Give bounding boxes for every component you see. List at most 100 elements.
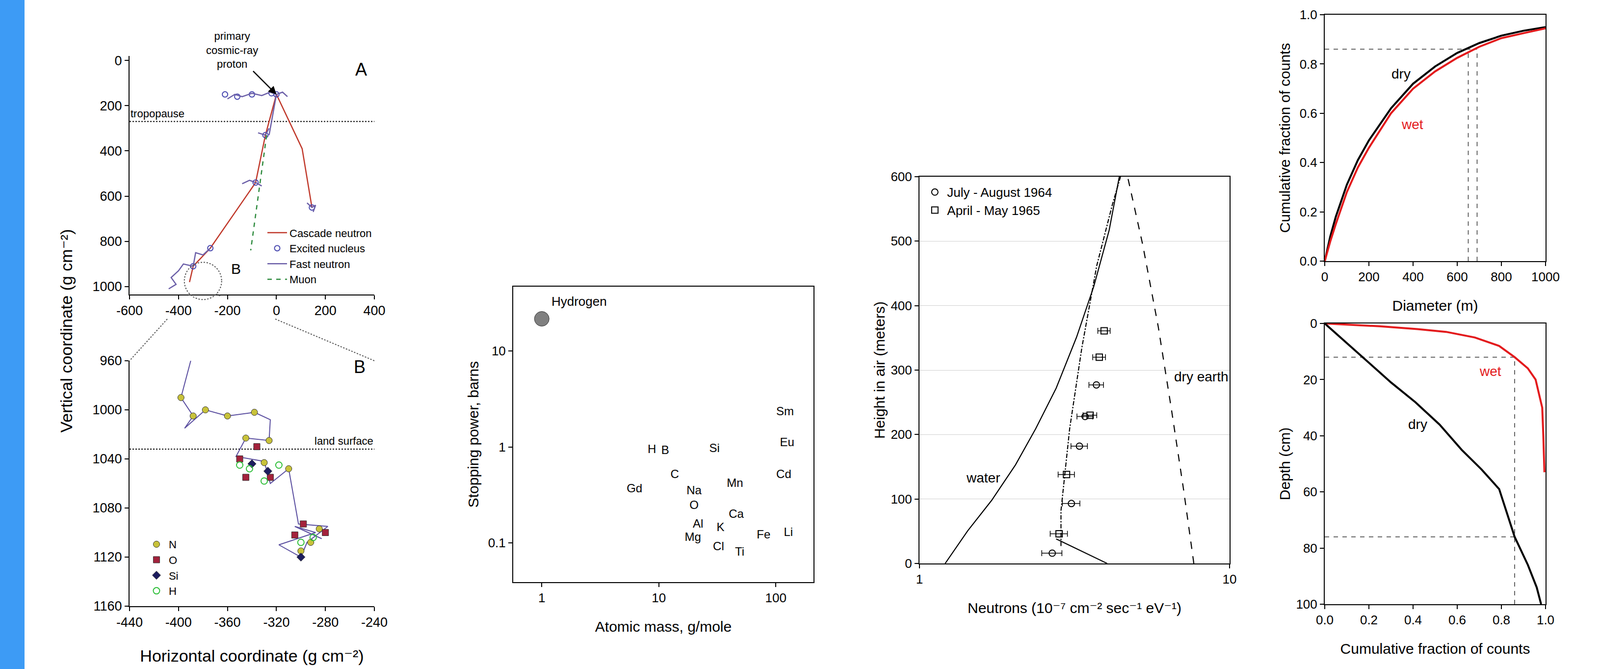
svg-text:Muon: Muon xyxy=(289,273,317,286)
svg-text:-600: -600 xyxy=(116,303,143,318)
svg-text:0: 0 xyxy=(1321,269,1329,285)
svg-text:0.4: 0.4 xyxy=(1404,612,1422,628)
svg-text:dry earth: dry earth xyxy=(1174,368,1229,385)
svg-text:0.0: 0.0 xyxy=(1315,612,1334,628)
svg-text:Horizontal coordinate (g cm⁻²): Horizontal coordinate (g cm⁻²) xyxy=(139,646,364,665)
svg-text:-400: -400 xyxy=(165,614,192,630)
svg-text:Cumulative fraction of counts: Cumulative fraction of counts xyxy=(1340,640,1531,657)
svg-text:Si: Si xyxy=(168,569,179,582)
svg-text:O: O xyxy=(689,498,699,512)
svg-text:H: H xyxy=(168,584,177,598)
svg-text:Diameter (m): Diameter (m) xyxy=(1391,297,1478,314)
svg-text:0.0: 0.0 xyxy=(1299,253,1318,269)
svg-text:500: 500 xyxy=(890,233,912,249)
svg-text:200: 200 xyxy=(314,303,337,318)
svg-text:Excited nucleus: Excited nucleus xyxy=(289,242,366,255)
svg-text:60: 60 xyxy=(1303,484,1318,499)
svg-text:-400: -400 xyxy=(165,303,192,318)
svg-text:Gd: Gd xyxy=(626,481,643,495)
svg-text:0.1: 0.1 xyxy=(488,535,506,551)
svg-text:Fe: Fe xyxy=(756,527,771,541)
svg-text:Depth (cm): Depth (cm) xyxy=(1276,427,1293,500)
svg-text:0.8: 0.8 xyxy=(1492,612,1511,628)
svg-text:10: 10 xyxy=(651,590,666,605)
svg-text:1: 1 xyxy=(538,590,546,605)
svg-text:0.2: 0.2 xyxy=(1299,204,1318,220)
svg-text:land surface: land surface xyxy=(314,434,374,447)
svg-text:10: 10 xyxy=(491,343,506,359)
svg-text:Mn: Mn xyxy=(726,475,743,490)
svg-text:1.0: 1.0 xyxy=(1299,7,1318,23)
svg-text:Eu: Eu xyxy=(780,435,795,449)
svg-text:B: B xyxy=(231,260,241,277)
svg-text:600: 600 xyxy=(890,169,912,184)
svg-text:800: 800 xyxy=(100,234,123,249)
svg-text:960: 960 xyxy=(100,353,123,368)
svg-text:10: 10 xyxy=(1222,571,1237,587)
svg-text:water: water xyxy=(966,470,1000,486)
svg-text:0.4: 0.4 xyxy=(1299,155,1318,170)
svg-text:-200: -200 xyxy=(214,303,241,318)
svg-text:A: A xyxy=(355,59,368,80)
svg-text:1160: 1160 xyxy=(93,598,123,614)
svg-text:300: 300 xyxy=(890,362,912,378)
svg-text:primarycosmic-rayproton: primarycosmic-rayproton xyxy=(206,29,259,71)
svg-text:1: 1 xyxy=(916,571,923,587)
svg-text:-440: -440 xyxy=(116,614,143,630)
svg-text:Li: Li xyxy=(783,524,793,539)
svg-text:0: 0 xyxy=(1310,315,1317,331)
svg-text:dry: dry xyxy=(1391,66,1411,82)
svg-text:tropopause: tropopause xyxy=(130,107,185,120)
svg-text:400: 400 xyxy=(100,143,123,159)
svg-text:1040: 1040 xyxy=(92,451,123,467)
svg-text:100: 100 xyxy=(764,590,787,605)
svg-text:0: 0 xyxy=(272,303,281,318)
svg-text:Ca: Ca xyxy=(728,506,744,521)
svg-text:1.0: 1.0 xyxy=(1536,612,1555,628)
svg-text:400: 400 xyxy=(1402,269,1424,285)
svg-text:1080: 1080 xyxy=(92,500,123,516)
svg-text:1000: 1000 xyxy=(92,279,123,294)
svg-text:Si: Si xyxy=(708,441,720,455)
svg-text:Hydrogen: Hydrogen xyxy=(551,293,607,309)
svg-text:0.6: 0.6 xyxy=(1299,105,1318,121)
svg-text:Vertical coordinate (g cm⁻²): Vertical coordinate (g cm⁻²) xyxy=(56,229,76,433)
svg-text:-240: -240 xyxy=(361,614,388,630)
svg-text:40: 40 xyxy=(1303,428,1318,444)
svg-text:wet: wet xyxy=(1479,363,1502,379)
svg-text:100: 100 xyxy=(1295,596,1317,612)
svg-text:O: O xyxy=(168,553,178,567)
svg-text:600: 600 xyxy=(100,188,123,204)
svg-text:Cd: Cd xyxy=(776,467,792,481)
svg-text:0.6: 0.6 xyxy=(1448,612,1467,628)
svg-text:600: 600 xyxy=(1446,269,1468,285)
svg-text:Sm: Sm xyxy=(776,404,794,418)
svg-text:200: 200 xyxy=(100,98,123,114)
svg-text:400: 400 xyxy=(890,298,912,314)
svg-text:80: 80 xyxy=(1303,540,1318,556)
svg-text:20: 20 xyxy=(1303,372,1318,388)
svg-text:-280: -280 xyxy=(312,614,339,630)
svg-text:Atomic mass, g/mole: Atomic mass, g/mole xyxy=(595,618,732,635)
svg-text:N: N xyxy=(168,538,177,551)
svg-text:100: 100 xyxy=(890,491,912,507)
svg-text:Cl: Cl xyxy=(712,539,725,553)
svg-text:Al: Al xyxy=(692,516,704,530)
svg-text:Stopping power, barns: Stopping power, barns xyxy=(465,361,482,508)
svg-text:0.8: 0.8 xyxy=(1299,56,1318,72)
svg-text:-320: -320 xyxy=(262,614,290,630)
svg-text:800: 800 xyxy=(1490,269,1512,285)
svg-text:Cascade neutron: Cascade neutron xyxy=(289,227,372,240)
svg-text:0.2: 0.2 xyxy=(1360,612,1378,628)
svg-text:400: 400 xyxy=(363,303,386,318)
svg-text:200: 200 xyxy=(890,426,912,442)
svg-text:-360: -360 xyxy=(214,614,241,630)
svg-text:Fast neutron: Fast neutron xyxy=(289,258,351,271)
svg-text:0: 0 xyxy=(114,53,123,69)
svg-text:B: B xyxy=(353,356,366,377)
svg-text:1000: 1000 xyxy=(1531,269,1560,285)
svg-text:Cumulative fraction of counts: Cumulative fraction of counts xyxy=(1276,43,1293,234)
svg-text:dry: dry xyxy=(1408,416,1428,432)
svg-text:K: K xyxy=(716,520,725,534)
svg-text:Na: Na xyxy=(686,483,702,497)
